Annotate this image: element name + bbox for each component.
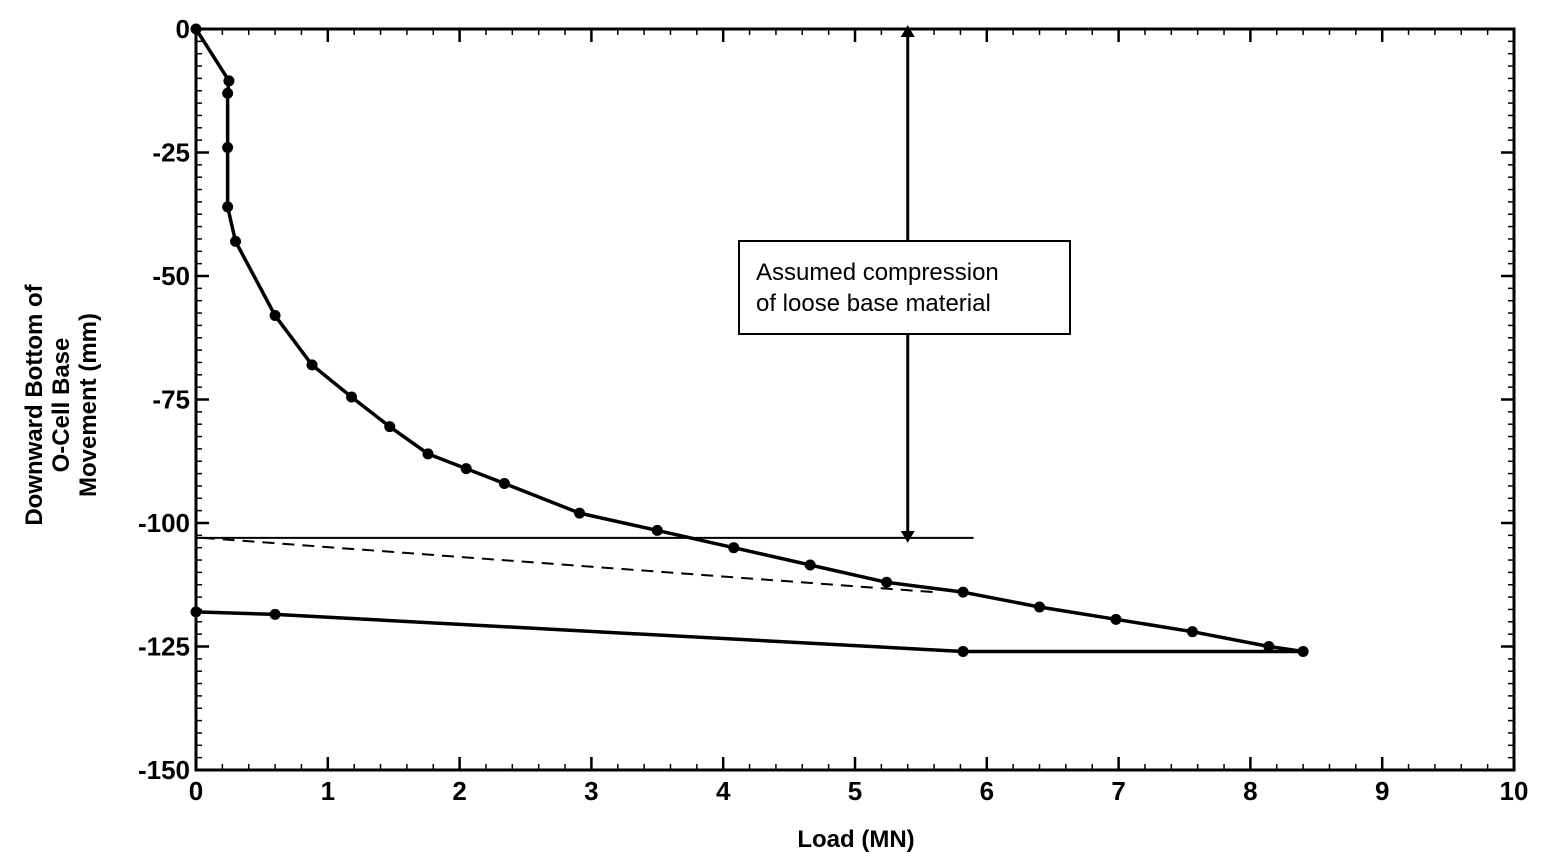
data-point <box>1186 626 1198 638</box>
data-point <box>574 507 586 519</box>
x-tick-label: 5 <box>848 776 862 806</box>
data-point <box>957 586 969 598</box>
series-group <box>190 23 1309 657</box>
data-point <box>222 142 234 154</box>
data-point <box>498 477 510 489</box>
x-tick-label: 0 <box>189 776 203 806</box>
major-ticks <box>194 27 1516 772</box>
y-axis-title: Downward Bottom of O-Cell Base Movement … <box>21 283 102 525</box>
data-point <box>460 463 472 475</box>
x-tick-label: 7 <box>1111 776 1125 806</box>
y-tick-label: -100 <box>138 508 190 538</box>
plot-area <box>194 27 1516 772</box>
annotation: Assumed compression of loose base materi… <box>738 25 1071 543</box>
x-tick-label: 8 <box>1243 776 1257 806</box>
reference-line-dashed <box>202 536 935 594</box>
x-tick-labels: 0 1 2 3 4 5 6 7 8 9 10 <box>189 776 1529 806</box>
x-tick-label: 9 <box>1375 776 1389 806</box>
data-point <box>384 421 396 433</box>
x-tick-label: 1 <box>321 776 335 806</box>
data-point <box>651 524 663 536</box>
data-point <box>222 201 234 213</box>
data-point <box>728 542 740 554</box>
data-point <box>1034 601 1046 613</box>
y-tick-label: -25 <box>152 138 190 168</box>
x-axis-title: Load (MN) <box>797 826 914 853</box>
x-tick-label: 2 <box>452 776 466 806</box>
reference-lines <box>196 536 974 594</box>
y-tick-label: -50 <box>152 261 190 291</box>
data-point <box>190 606 202 618</box>
data-point <box>269 608 281 620</box>
y-tick-label: -125 <box>138 632 190 662</box>
x-tick-label: 4 <box>716 776 731 806</box>
data-point <box>269 310 281 322</box>
y-tick-label: -150 <box>138 755 190 785</box>
y-axis-title-line-2: O-Cell Base <box>48 338 75 473</box>
data-point <box>804 559 816 571</box>
y-tick-labels: 0 -25 -50 -75 -100 -125 -150 <box>138 14 190 785</box>
y-axis-title-line-3: Movement (mm) <box>75 313 102 497</box>
data-point <box>230 235 242 247</box>
x-tick-label: 3 <box>584 776 598 806</box>
x-tick-label: 6 <box>980 776 994 806</box>
data-point <box>422 448 434 460</box>
data-point <box>306 359 318 371</box>
data-point <box>222 87 234 99</box>
y-tick-label: -75 <box>152 385 190 415</box>
y-tick-label: 0 <box>176 14 190 44</box>
data-point <box>223 75 235 87</box>
data-point <box>881 576 893 588</box>
y-axis-title-line-1: Downward Bottom of <box>21 283 48 525</box>
x-tick-label: 10 <box>1500 776 1529 806</box>
data-point <box>190 23 202 35</box>
data-point <box>957 645 969 657</box>
data-point <box>1110 613 1122 625</box>
data-point <box>1297 645 1309 657</box>
data-point <box>1263 641 1275 652</box>
data-point <box>346 391 358 403</box>
annotation-line-2: of loose base material <box>756 290 991 317</box>
annotation-box <box>738 240 1071 335</box>
annotation-line-1: Assumed compression <box>756 259 999 286</box>
